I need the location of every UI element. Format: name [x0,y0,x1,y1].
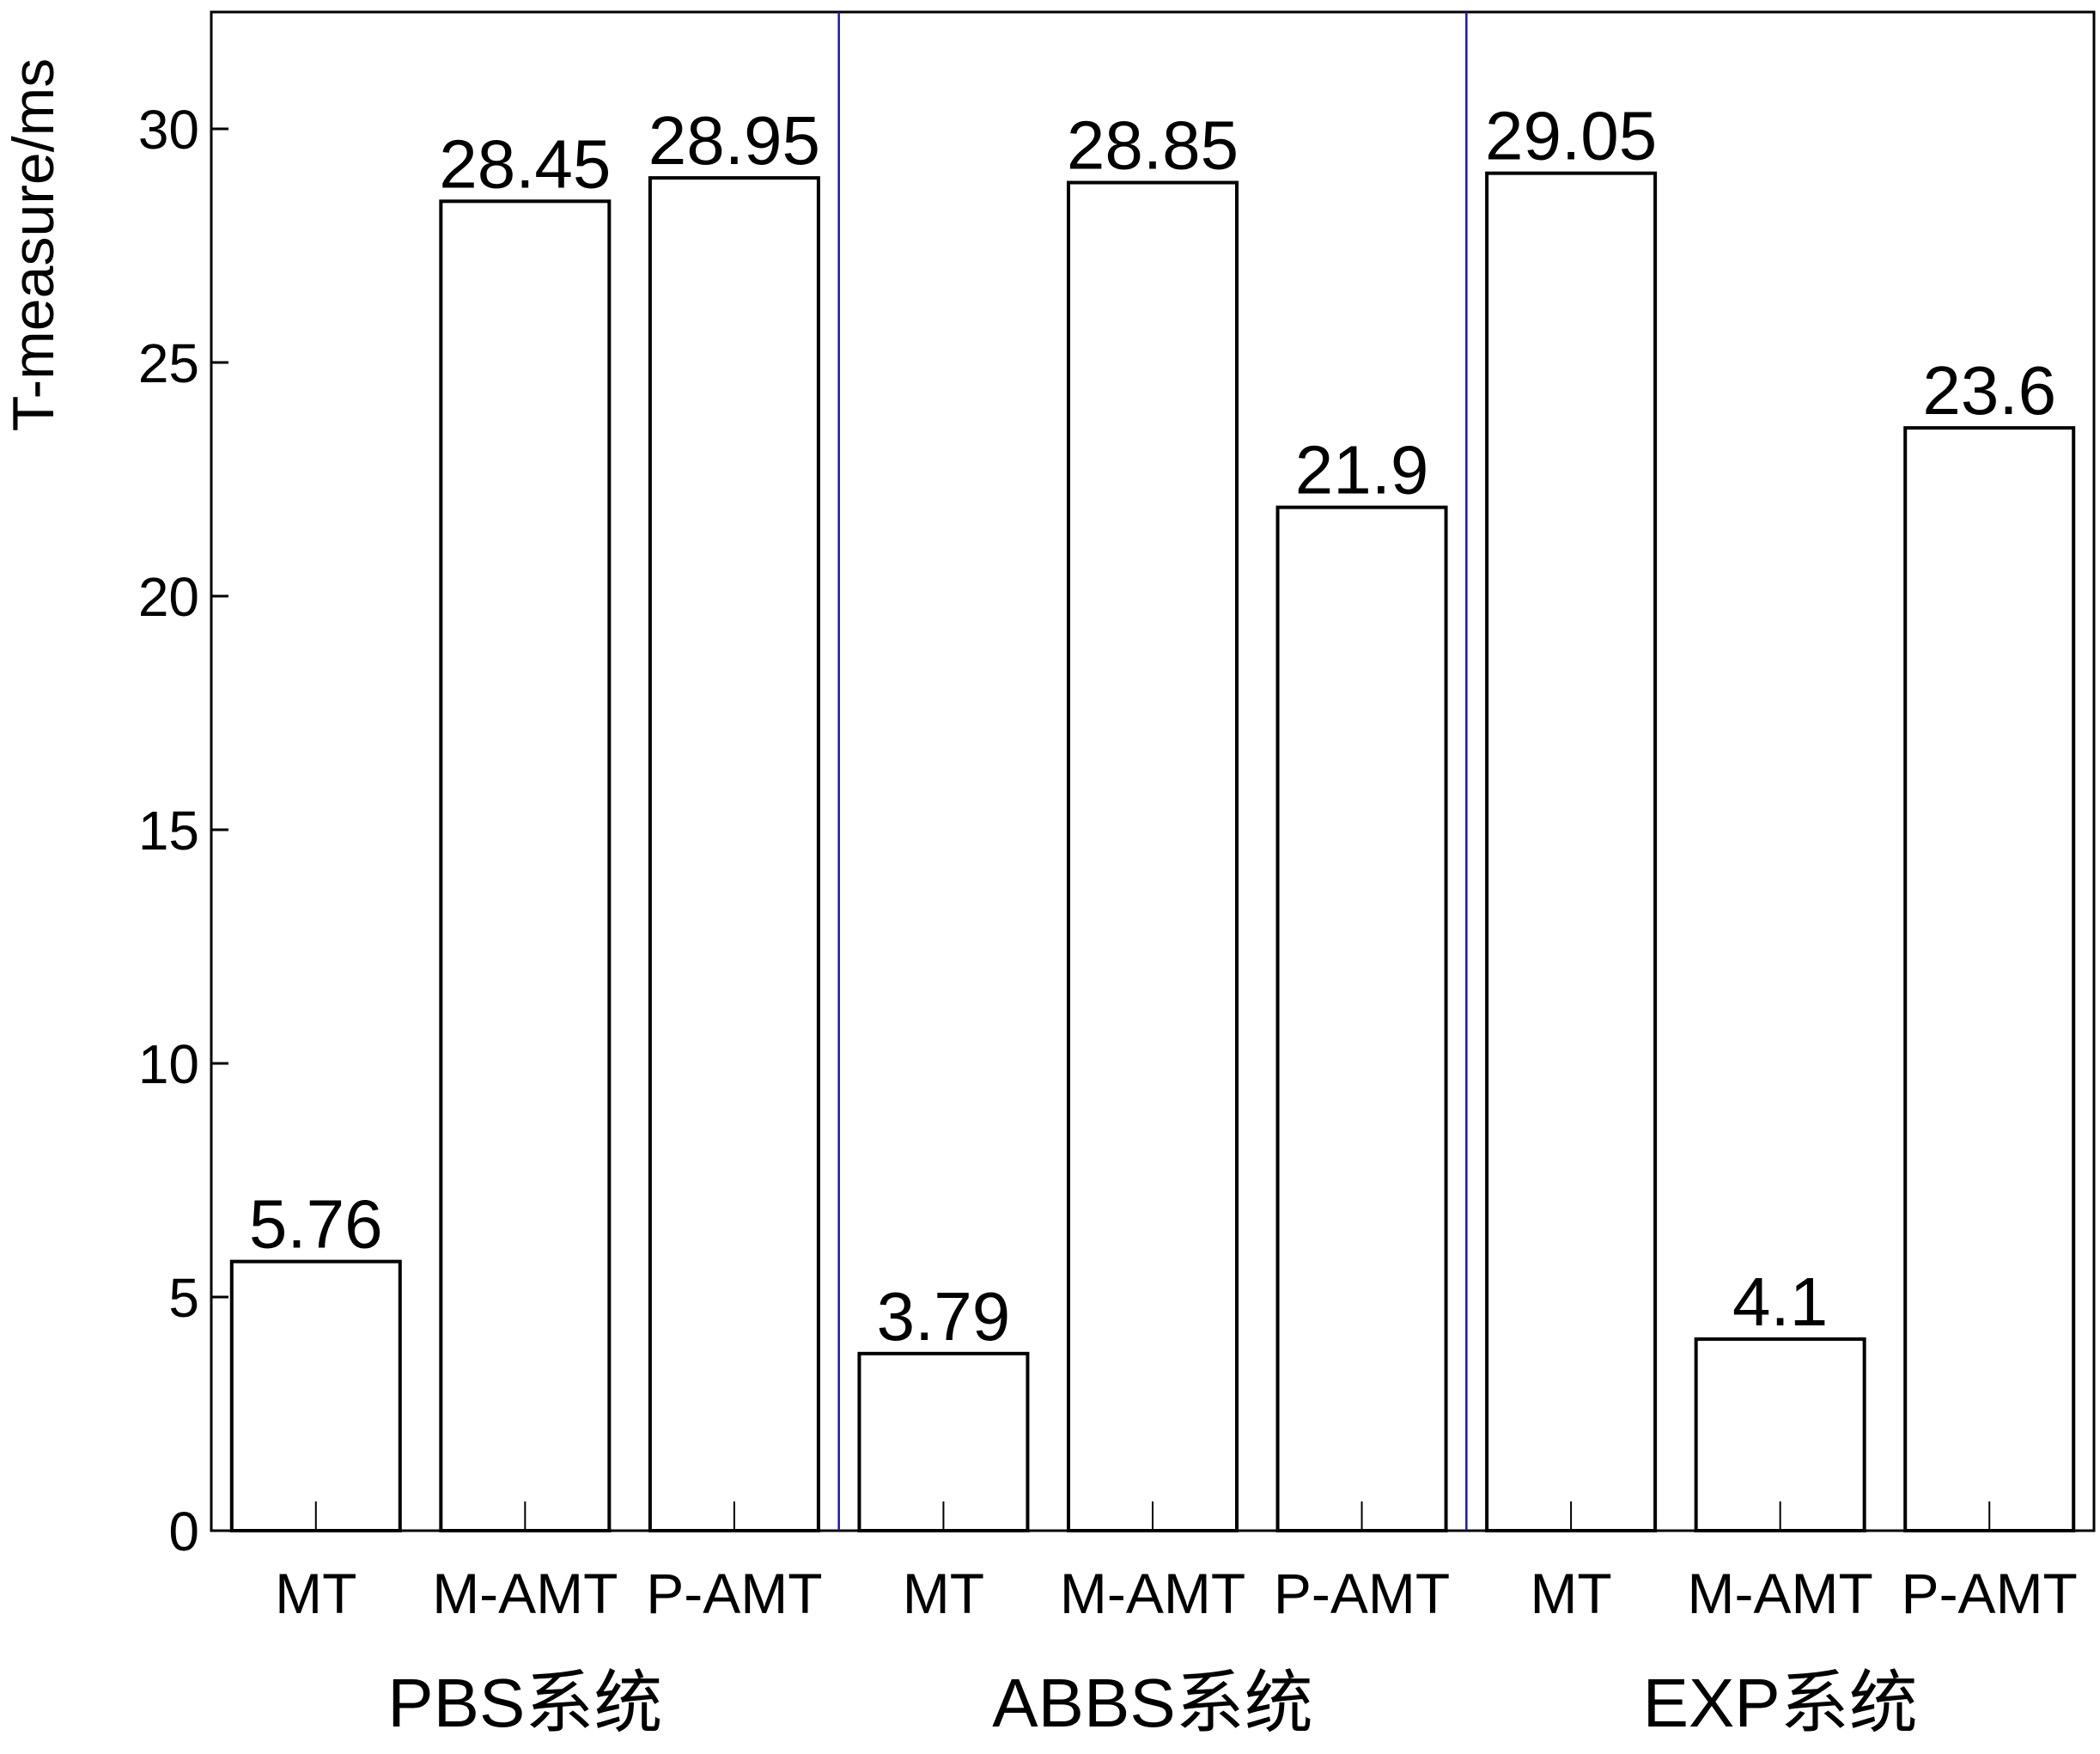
x-category-label: MT [1530,1562,1611,1625]
x-group-label: ABBS系统 [992,1665,1312,1741]
y-tick-label: 10 [138,1033,199,1095]
bar-value-label: 21.9 [1295,432,1429,509]
y-tick-label: 5 [168,1267,199,1329]
y-tick-label: 30 [138,99,199,161]
group-separators [837,12,1468,1531]
x-category-label: P-AMT [1902,1562,2078,1625]
bar-value-label: 28.45 [439,125,611,202]
x-category-label: M-AMT [1060,1562,1245,1625]
bar [1275,505,1448,1532]
y-tick-label: 15 [138,800,199,862]
x-category-label: P-AMT [646,1562,822,1625]
x-category-label: MT [903,1562,984,1625]
x-category-label: MT [275,1562,356,1625]
bar-value-label: 28.85 [1067,107,1239,184]
chart-labels: 5.76 MT 28.45 M-AMT 28.95 P-AMT PBS系统 3.79 MT 28.… [249,98,2078,1741]
bar [1903,426,2076,1532]
bar-value-label: 5.76 [249,1186,383,1263]
x-category-label: M-AMT [1688,1562,1873,1625]
x-category-label: P-AMT [1274,1562,1450,1625]
x-group-label: EXP系统 [1643,1665,1918,1741]
y-tick-label: 0 [168,1501,199,1562]
bar-value-label: 28.95 [648,102,820,179]
bar-value-label: 3.79 [877,1278,1011,1355]
bar-value-label: 29.05 [1485,98,1657,174]
y-axis-label: T-measure/ms [1,58,66,432]
bar-value-label: 4.1 [1732,1264,1828,1340]
y-axis-ticks: 0 5 10 15 20 25 30 [138,99,228,1562]
bar [857,1351,1030,1532]
bar [439,199,612,1533]
x-group-label: PBS系统 [387,1665,662,1741]
bar [1067,180,1239,1532]
bar-value-label: 23.6 [1922,352,2056,429]
bars [229,171,2076,1533]
y-tick-label: 25 [138,332,199,394]
x-category-label: M-AMT [432,1562,618,1625]
bar [1485,171,1658,1532]
bar [229,1259,402,1532]
y-tick-label: 20 [138,566,199,628]
bar [648,176,820,1532]
